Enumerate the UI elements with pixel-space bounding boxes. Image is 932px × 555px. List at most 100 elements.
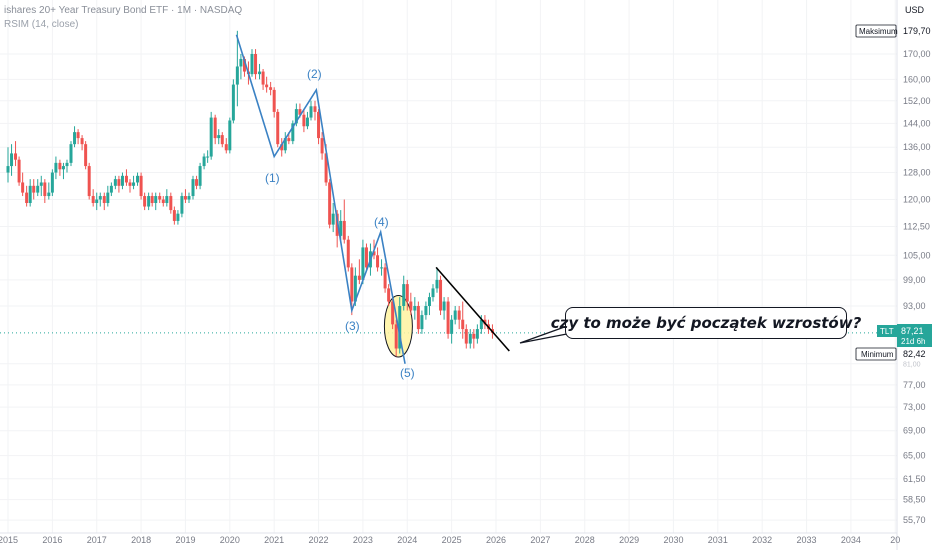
candle: [339, 210, 343, 240]
candle: [95, 192, 99, 211]
elliott-wave-line: [235, 34, 406, 364]
candle-body: [209, 117, 213, 157]
min-marker-badge: [855, 347, 897, 361]
year-tick-label: 2029: [619, 535, 639, 545]
price-axis[interactable]: 170,00 160,00 152,00 144,00 136,00 128,00 120,…: [903, 49, 931, 525]
candle-body: [242, 58, 246, 72]
candle: [25, 185, 29, 207]
time-axis[interactable]: 2015 2016 2017 2018 2019 2020 2021 2022 2023 2024…: [0, 535, 900, 545]
candle: [239, 54, 243, 80]
candle: [39, 175, 43, 197]
min-marker-value: 82,42: [903, 349, 926, 359]
candle: [320, 132, 324, 160]
candle-body: [342, 220, 346, 240]
candle-body: [472, 333, 476, 339]
max-marker: Maksimum 179,70: [855, 24, 931, 38]
price-tick-label: 112,50: [903, 221, 930, 231]
candle: [76, 129, 80, 145]
wave-labels: (1) (2) (3) (4) (5): [265, 67, 415, 380]
candle: [424, 301, 428, 320]
year-tick-label: 2023: [353, 535, 373, 545]
candle-body: [346, 239, 350, 268]
candle-body: [380, 267, 384, 269]
candle: [265, 76, 269, 93]
candle-body: [231, 84, 235, 121]
candle: [180, 192, 184, 218]
candle-body: [10, 153, 14, 167]
candle: [165, 189, 169, 207]
price-tick-label: 77,00: [903, 380, 926, 390]
candle-body: [14, 153, 18, 160]
candle: [394, 319, 398, 357]
candle: [309, 100, 313, 121]
currency-label[interactable]: USD: [904, 5, 924, 15]
downtrend-line: [435, 266, 510, 352]
candle: [17, 156, 21, 186]
candle-body: [398, 306, 402, 349]
candle: [132, 175, 136, 190]
year-tick-label: 20: [890, 535, 900, 545]
max-marker-badge: [855, 24, 897, 38]
symbol-badge-text: TLT: [880, 327, 894, 336]
price-tick-label: 61,50: [903, 474, 926, 484]
chart-title: ishares 20+ Year Treasury Bond ETF · 1M …: [4, 5, 243, 16]
candle: [357, 259, 361, 285]
candle: [206, 150, 210, 163]
candle-body: [195, 179, 199, 186]
candle: [450, 315, 454, 344]
candle: [124, 169, 128, 186]
candle-body: [73, 132, 77, 145]
candle-body: [69, 144, 73, 163]
candle: [464, 324, 468, 349]
candle-body: [25, 192, 29, 204]
candle-body: [413, 306, 417, 311]
indicator-title[interactable]: RSIM (14, close): [4, 19, 79, 30]
candle: [106, 185, 110, 207]
candle-body: [17, 159, 21, 183]
candle-body: [169, 196, 173, 211]
candle-body: [28, 185, 32, 204]
candle-body: [383, 267, 387, 289]
wave-label-1: (1): [265, 171, 280, 185]
candle: [176, 210, 180, 225]
candle: [139, 172, 143, 200]
candle: [113, 175, 117, 190]
candle-body: [150, 196, 154, 204]
max-marker-value: 179,70: [903, 26, 931, 36]
candle: [346, 235, 350, 272]
candle-body: [154, 196, 158, 204]
candle-body: [132, 182, 136, 186]
candle-body: [331, 213, 335, 225]
candle-body: [128, 182, 132, 186]
year-tick-label: 2017: [87, 535, 107, 545]
last-price-marker: TLT 87,21 21d 6h: [877, 324, 932, 347]
candle: [364, 243, 368, 272]
candle: [442, 297, 446, 320]
candle-body: [235, 66, 239, 85]
candle-body: [357, 275, 361, 280]
candle-body: [213, 117, 217, 139]
candle: [435, 267, 439, 293]
candle-body: [402, 284, 406, 306]
candle-body: [183, 196, 187, 200]
price-tick-label: 65,00: [903, 451, 926, 461]
year-tick-label: 2021: [264, 535, 284, 545]
candle-body: [147, 196, 151, 207]
wave-label-5: (5): [400, 366, 415, 380]
candle-body: [302, 114, 306, 127]
candle: [280, 138, 284, 157]
candle-body: [305, 117, 309, 127]
candle-body: [405, 284, 409, 302]
price-tick-label: 81,00: [903, 362, 921, 369]
candle: [213, 114, 217, 145]
candle-body: [95, 199, 99, 204]
price-tick-label: 73,00: [903, 402, 926, 412]
candle: [446, 297, 450, 339]
candle: [50, 169, 54, 197]
candle-body: [468, 333, 472, 344]
candle-body: [391, 301, 395, 325]
wave-label-2: (2): [307, 67, 322, 81]
year-tick-label: 2034: [841, 535, 861, 545]
candle: [231, 79, 235, 124]
